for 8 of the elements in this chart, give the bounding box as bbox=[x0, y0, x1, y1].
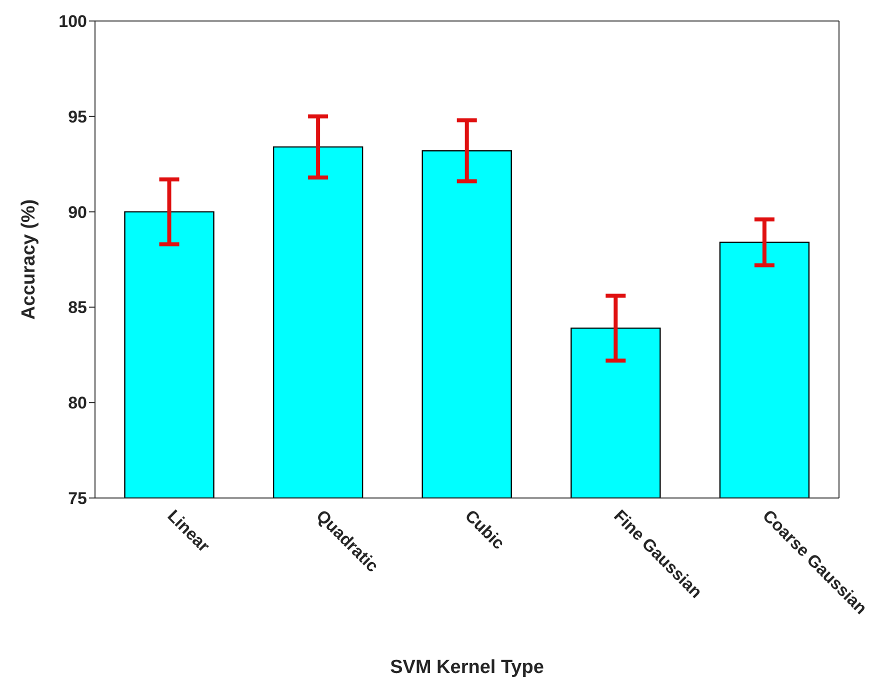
y-tick-label: 90 bbox=[68, 202, 87, 222]
y-tick-label: 100 bbox=[58, 12, 87, 32]
y-tick-label: 75 bbox=[68, 489, 87, 508]
y-tick-label: 85 bbox=[68, 298, 87, 318]
y-tick-label: 80 bbox=[68, 394, 87, 413]
x-axis-title: SVM Kernel Type bbox=[390, 657, 544, 678]
y-tick-label: 95 bbox=[68, 107, 87, 126]
y-axis-title: Accuracy (%) bbox=[18, 199, 40, 320]
